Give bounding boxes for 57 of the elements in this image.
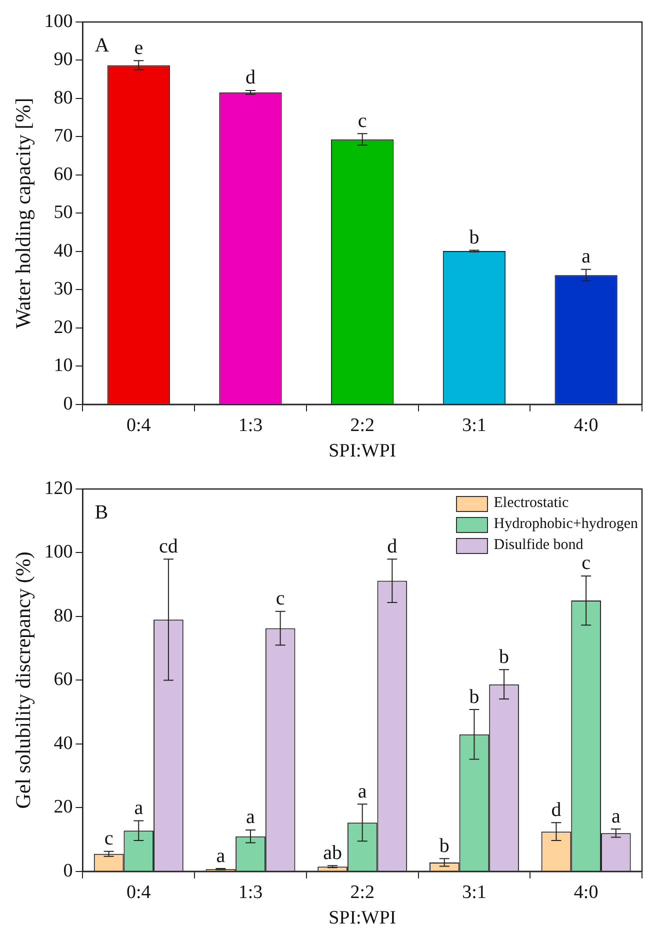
- annotation: a: [358, 780, 367, 802]
- x-tick-label: 1:3: [238, 414, 263, 436]
- annotation: c: [276, 588, 285, 610]
- annotation: c: [358, 110, 367, 132]
- y-axis-title: Gel solubility discrepancy (%): [11, 552, 36, 809]
- annotation: a: [611, 805, 620, 828]
- x-tick-label: 0:4: [126, 414, 152, 436]
- annotation: a: [134, 796, 144, 819]
- annotation: A: [94, 34, 110, 56]
- y-tick-label: 10: [54, 355, 73, 376]
- x-tick-label: 2:2: [350, 414, 374, 436]
- y-tick-label: 60: [54, 669, 73, 690]
- x-axis-title: SPI:WPI: [328, 440, 396, 462]
- annotation: B: [94, 501, 108, 524]
- x-tick-label: 2:2: [350, 882, 374, 903]
- annotation: c: [104, 828, 114, 850]
- y-tick-label: 120: [44, 478, 73, 499]
- x-tick-label: 3:1: [462, 414, 486, 436]
- legend-label: Disulfide bond: [494, 536, 584, 555]
- y-tick-label: 90: [54, 49, 73, 70]
- x-tick-label: 3:1: [462, 882, 486, 903]
- y-tick-label: 100: [44, 542, 73, 563]
- annotation: b: [439, 834, 450, 857]
- annotation: b: [469, 686, 480, 708]
- y-tick-label: 100: [44, 10, 73, 32]
- annotation: a: [246, 806, 256, 828]
- annotation: d: [245, 66, 256, 89]
- y-tick-label: 20: [54, 316, 73, 338]
- annotation: d: [387, 535, 398, 558]
- y-tick-label: 30: [54, 278, 73, 300]
- y-tick-label: 70: [54, 126, 73, 147]
- y-tick-label: 0: [63, 393, 73, 414]
- annotation: a: [582, 246, 591, 268]
- annotation: ab: [323, 842, 342, 864]
- annotation: e: [134, 36, 144, 59]
- legend-label: Electrostatic: [494, 494, 569, 513]
- y-tick-label: 80: [54, 605, 73, 626]
- annotation: d: [551, 798, 562, 821]
- annotation: b: [499, 646, 510, 668]
- y-tick-label: 80: [54, 87, 73, 108]
- y-tick-label: 40: [54, 732, 73, 754]
- x-tick-label: 1:3: [238, 882, 263, 903]
- y-tick-label: 60: [54, 164, 73, 185]
- y-tick-label: 20: [54, 796, 73, 818]
- x-tick-label: 4:0: [574, 414, 598, 436]
- annotation: b: [469, 226, 480, 249]
- y-axis-title: Water holding capacity [%]: [11, 98, 36, 329]
- x-tick-label: 0:4: [126, 882, 152, 903]
- annotation: a: [216, 844, 226, 867]
- x-axis-title: SPI:WPI: [328, 908, 396, 929]
- annotation: c: [582, 552, 591, 574]
- y-tick-label: 40: [54, 240, 73, 262]
- y-tick-label: 50: [54, 202, 73, 224]
- annotation: cd: [159, 535, 178, 558]
- legend-label: Hydrophobic+hydrogen: [494, 515, 638, 534]
- y-tick-label: 0: [63, 860, 73, 882]
- x-tick-label: 4:0: [574, 882, 598, 903]
